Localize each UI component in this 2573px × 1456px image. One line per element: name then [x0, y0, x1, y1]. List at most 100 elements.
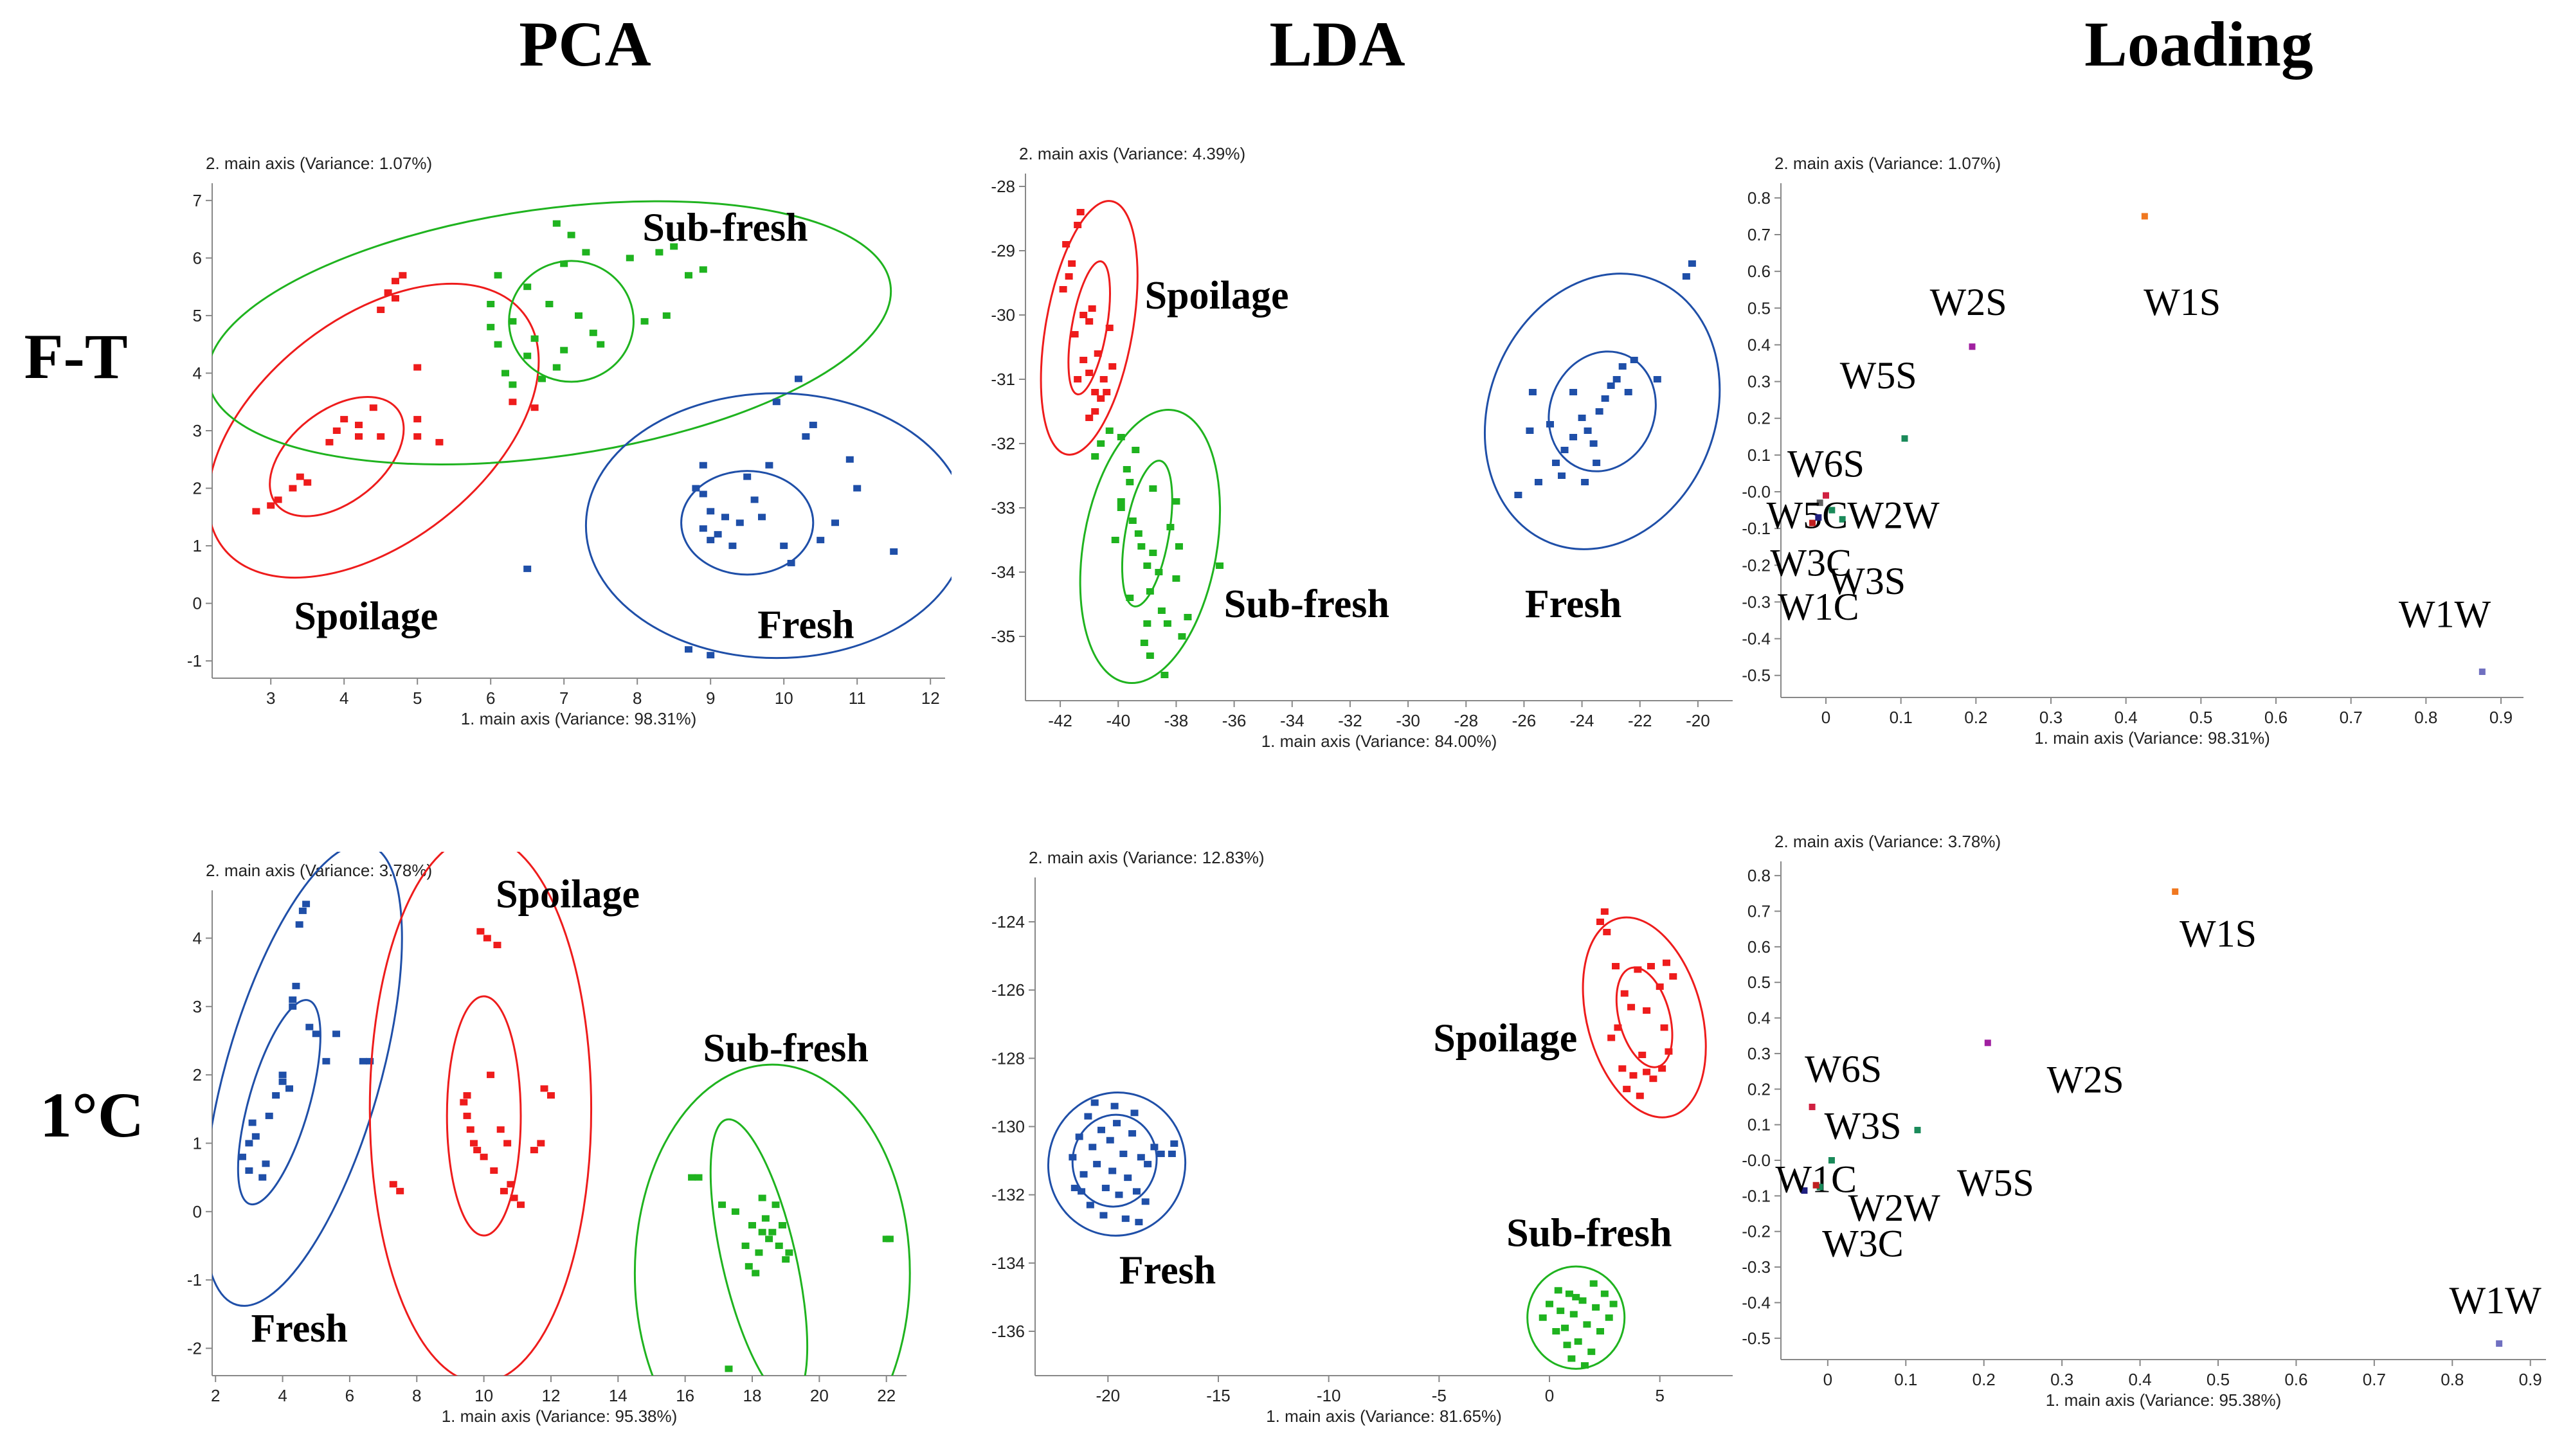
data-point — [1079, 357, 1088, 363]
data-point — [575, 312, 582, 319]
data-point — [1140, 640, 1148, 646]
data-point — [1592, 1304, 1600, 1311]
data-point — [1596, 1327, 1604, 1335]
data-point — [392, 278, 399, 285]
x-tick-label: 16 — [676, 1386, 694, 1405]
y-tick-label: 0.6 — [1747, 937, 1771, 957]
y-tick-label: 0.3 — [1747, 372, 1771, 391]
sensor-point-w1w — [2496, 1340, 2503, 1347]
y-tick-label: -29 — [991, 241, 1015, 260]
confidence-ellipse — [1121, 460, 1173, 607]
data-point — [530, 335, 539, 342]
x-axis-label: 1. main axis (Variance: 98.31%) — [2034, 728, 2270, 748]
data-point — [1168, 1150, 1176, 1157]
data-point — [332, 427, 341, 434]
confidence-ellipse — [368, 852, 593, 1376]
data-point — [1078, 1188, 1086, 1195]
data-point — [1085, 370, 1094, 376]
data-point — [1059, 286, 1067, 292]
x-tick-label: 0 — [1821, 708, 1830, 727]
confidence-ellipse — [508, 260, 635, 383]
data-point — [1097, 395, 1105, 402]
data-point — [1600, 908, 1609, 915]
data-point — [761, 1215, 770, 1222]
sensor-label-w5c: W5C — [1767, 494, 1848, 536]
data-point — [1141, 1198, 1150, 1205]
y-tick-label: 0.3 — [1747, 1044, 1771, 1063]
group-label: Sub-fresh — [703, 1027, 869, 1070]
plot-area — [212, 852, 911, 1376]
data-point — [523, 352, 532, 359]
sensor-label-w1w: W1W — [2449, 1279, 2541, 1322]
y-tick-label: -32 — [991, 434, 1015, 453]
data-point — [1578, 415, 1586, 421]
series-fresh — [1047, 1092, 1187, 1237]
sensor-label-w1w: W1W — [2399, 593, 2491, 636]
data-point — [758, 1194, 766, 1201]
x-tick-label: -22 — [1628, 711, 1652, 730]
x-tick-label: -15 — [1206, 1386, 1231, 1405]
data-point — [731, 1208, 739, 1215]
data-point — [340, 416, 348, 423]
data-point — [655, 249, 664, 256]
data-point — [1135, 1219, 1143, 1226]
series-spoilage — [368, 852, 593, 1376]
data-point — [494, 272, 502, 279]
data-point — [540, 1085, 548, 1092]
x-tick-label: -28 — [1454, 711, 1478, 730]
data-point — [765, 462, 773, 469]
data-point — [714, 531, 722, 538]
x-tick-label: 10 — [474, 1386, 493, 1405]
data-point — [1076, 209, 1085, 215]
y-tick-label: 0.1 — [1747, 1115, 1771, 1135]
chart-loading-ft: 0 0.1 0.2 0.3 0.4 0.5 0.6 0.7 0.8 0.9 -0.5 -0.4 -0.3… — [1742, 154, 2523, 748]
data-point — [1094, 350, 1102, 357]
data-point — [1144, 1160, 1152, 1167]
y-tick-label: 0.2 — [1747, 409, 1771, 428]
data-point — [1603, 928, 1611, 935]
data-point — [845, 456, 854, 463]
data-point — [707, 537, 715, 544]
data-point — [1113, 1120, 1121, 1127]
y-tick-label: -134 — [991, 1254, 1025, 1273]
sensor-point-w2s — [1984, 1039, 1991, 1047]
data-point — [1172, 498, 1180, 505]
y-tick-label: 0.7 — [1747, 902, 1771, 921]
sensor-label-w2s: W2S — [1930, 281, 2007, 323]
confidence-ellipse — [237, 999, 321, 1206]
data-point — [1567, 1355, 1576, 1362]
plot-area — [212, 200, 952, 660]
data-point — [1119, 1150, 1128, 1157]
x-tick-label: -36 — [1222, 711, 1247, 730]
group-label: Spoilage — [1433, 1017, 1577, 1061]
data-point — [1068, 260, 1076, 267]
x-tick-label: -10 — [1317, 1386, 1341, 1405]
confidence-ellipse — [269, 395, 405, 517]
data-point — [853, 485, 862, 492]
y-tick-label: -30 — [991, 305, 1015, 325]
series-fresh — [523, 375, 952, 660]
data-point — [728, 543, 737, 550]
data-point — [765, 1236, 773, 1243]
data-point — [736, 519, 744, 526]
data-point — [1569, 434, 1578, 440]
x-tick-label: 0.4 — [2128, 1370, 2151, 1389]
data-point — [1155, 569, 1163, 575]
x-axis-label: 1. main axis (Variance: 95.38%) — [2046, 1390, 2282, 1410]
data-point — [265, 1112, 273, 1119]
data-point — [1149, 485, 1157, 492]
x-tick-label: 4 — [278, 1386, 287, 1405]
data-point — [483, 935, 491, 942]
data-point — [778, 1222, 786, 1229]
data-point — [1514, 492, 1522, 498]
sensor-label-w3c: W3C — [1770, 542, 1852, 584]
data-point — [1130, 1110, 1139, 1117]
data-point — [503, 1140, 512, 1147]
y-tick-label: 6 — [193, 248, 202, 267]
confidence-ellipse — [446, 995, 522, 1237]
group-label: Spoilage — [1145, 274, 1289, 318]
data-point — [1074, 222, 1082, 228]
confidence-ellipse — [709, 1118, 809, 1376]
x-tick-label: 10 — [775, 688, 793, 708]
data-point — [258, 1174, 267, 1181]
